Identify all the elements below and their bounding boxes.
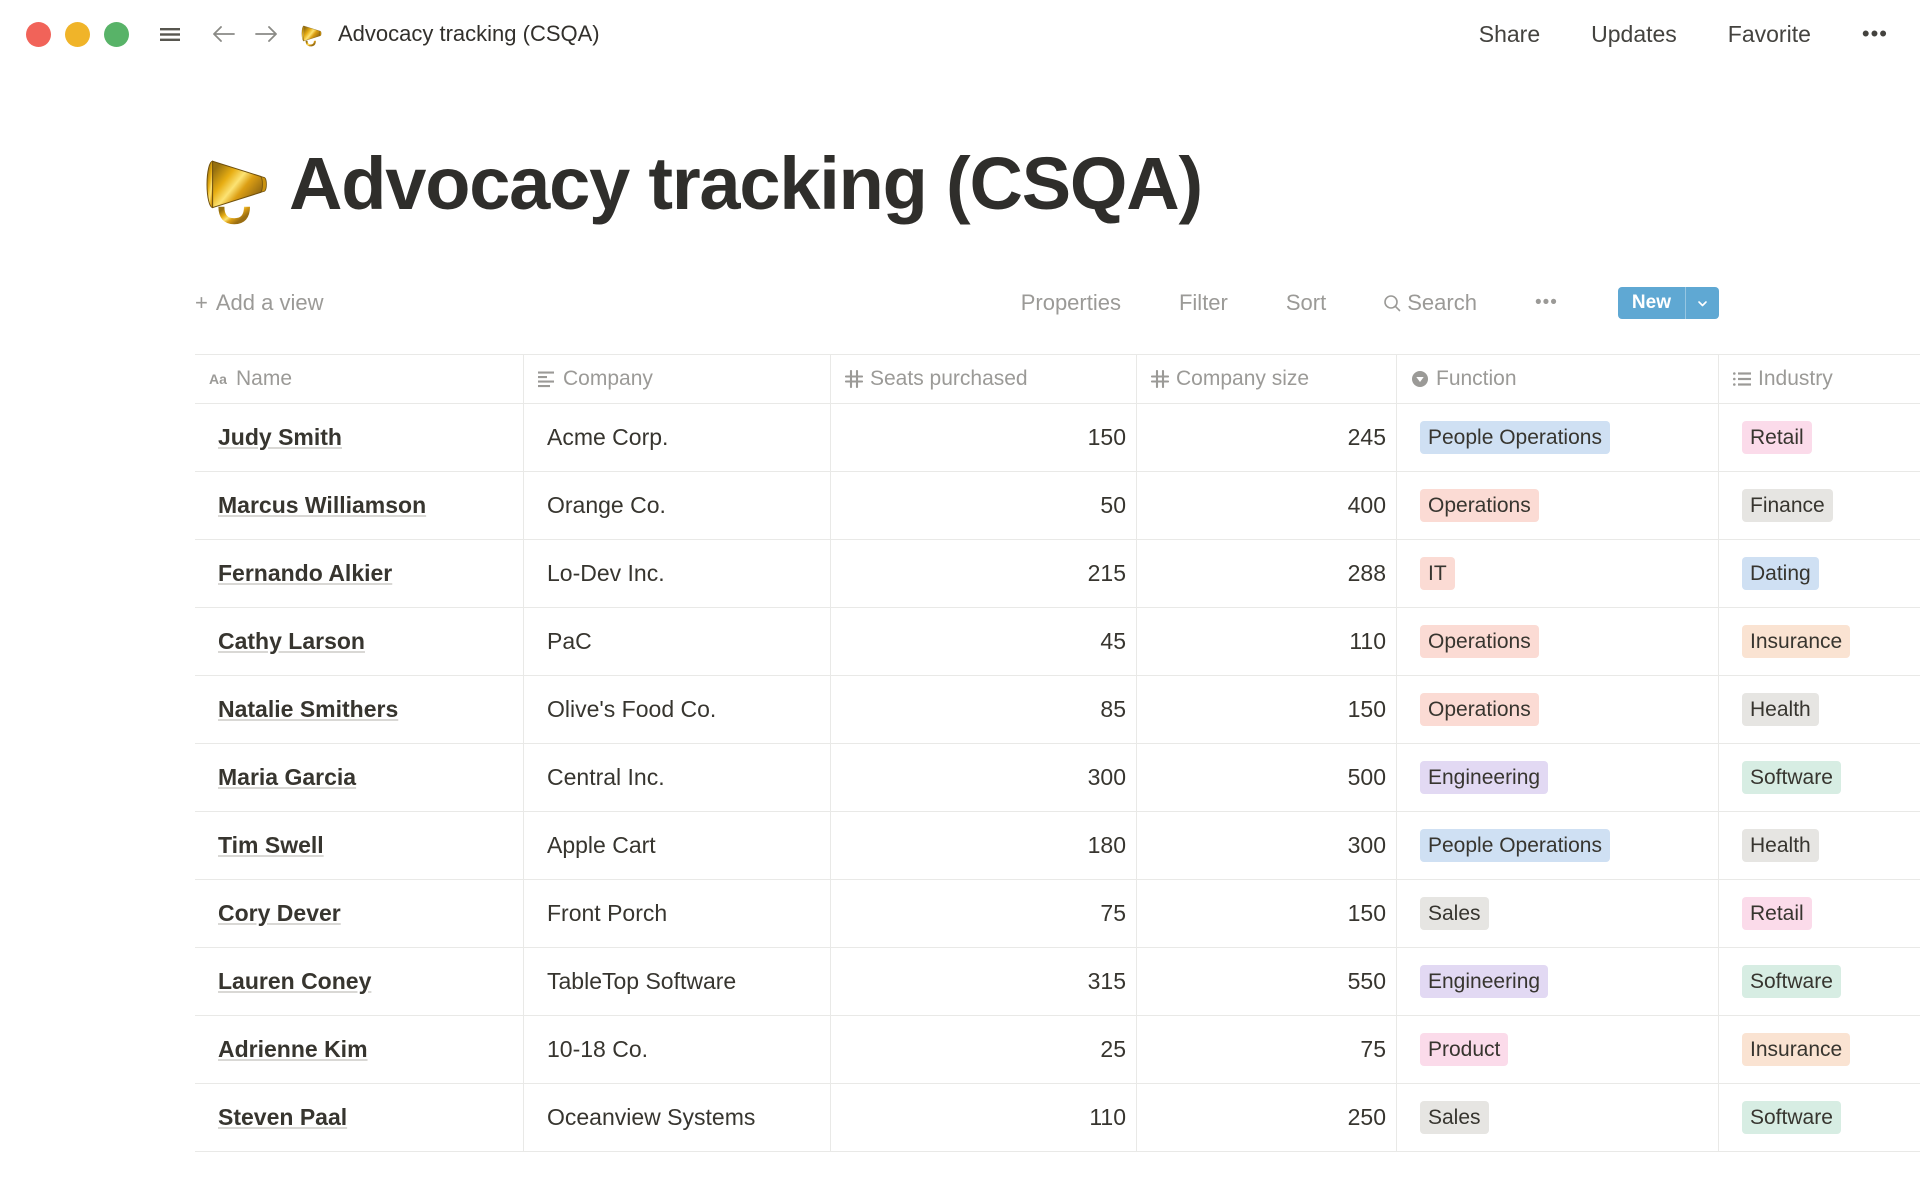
svg-text:Aa: Aa (209, 371, 227, 387)
